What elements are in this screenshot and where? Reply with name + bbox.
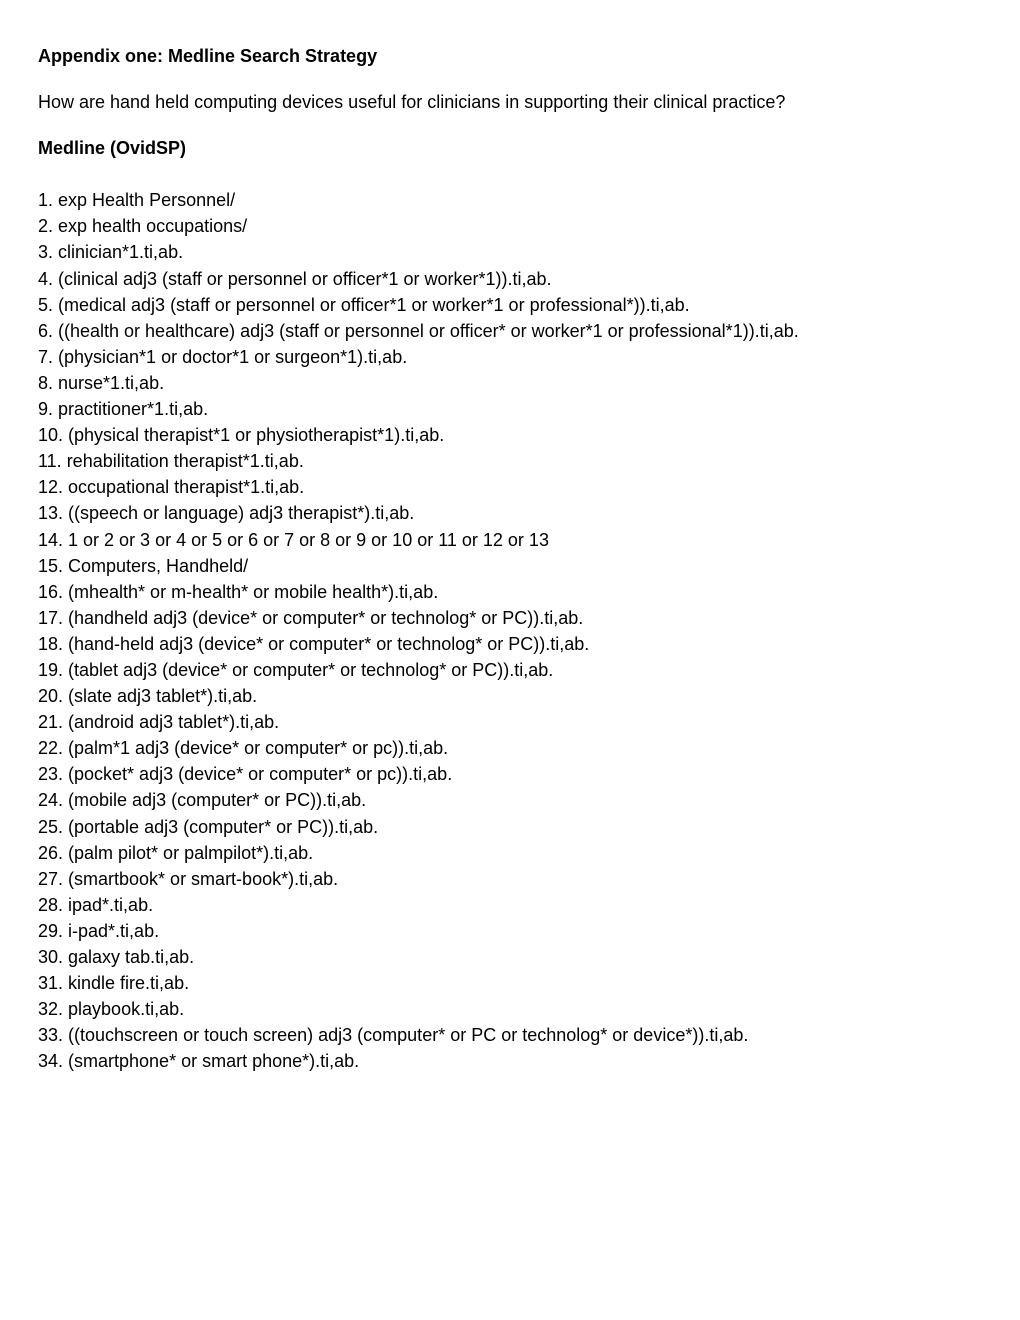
search-item: 11. rehabilitation therapist*1.ti,ab. [38,448,982,474]
search-item: 34. (smartphone* or smart phone*).ti,ab. [38,1048,982,1074]
search-item: 24. (mobile adj3 (computer* or PC)).ti,a… [38,787,982,813]
search-item: 26. (palm pilot* or palmpilot*).ti,ab. [38,840,982,866]
search-item: 15. Computers, Handheld/ [38,553,982,579]
search-item: 23. (pocket* adj3 (device* or computer* … [38,761,982,787]
search-item: 12. occupational therapist*1.ti,ab. [38,474,982,500]
search-item: 20. (slate adj3 tablet*).ti,ab. [38,683,982,709]
search-item: 18. (hand-held adj3 (device* or computer… [38,631,982,657]
search-item: 10. (physical therapist*1 or physiothera… [38,422,982,448]
search-item: 7. (physician*1 or doctor*1 or surgeon*1… [38,344,982,370]
search-item: 27. (smartbook* or smart-book*).ti,ab. [38,866,982,892]
search-item: 6. ((health or healthcare) adj3 (staff o… [38,318,982,344]
search-item: 16. (mhealth* or m-health* or mobile hea… [38,579,982,605]
search-item: 31. kindle fire.ti,ab. [38,970,982,996]
search-item: 14. 1 or 2 or 3 or 4 or 5 or 6 or 7 or 8… [38,527,982,553]
search-item: 4. (clinical adj3 (staff or personnel or… [38,266,982,292]
search-item: 30. galaxy tab.ti,ab. [38,944,982,970]
search-item: 25. (portable adj3 (computer* or PC)).ti… [38,814,982,840]
search-item: 8. nurse*1.ti,ab. [38,370,982,396]
search-item: 28. ipad*.ti,ab. [38,892,982,918]
search-item: 17. (handheld adj3 (device* or computer*… [38,605,982,631]
search-item: 2. exp health occupations/ [38,213,982,239]
search-item: 5. (medical adj3 (staff or personnel or … [38,292,982,318]
search-item: 33. ((touchscreen or touch screen) adj3 … [38,1022,982,1048]
search-strategy-list: 1. exp Health Personnel/2. exp health oc… [38,187,982,1074]
database-subtitle: Medline (OvidSP) [38,135,982,161]
search-item: 32. playbook.ti,ab. [38,996,982,1022]
search-item: 1. exp Health Personnel/ [38,187,982,213]
search-item: 22. (palm*1 adj3 (device* or computer* o… [38,735,982,761]
research-question: How are hand held computing devices usef… [38,89,982,115]
search-item: 29. i-pad*.ti,ab. [38,918,982,944]
appendix-title: Appendix one: Medline Search Strategy [38,43,982,69]
search-item: 13. ((speech or language) adj3 therapist… [38,500,982,526]
search-item: 9. practitioner*1.ti,ab. [38,396,982,422]
search-item: 21. (android adj3 tablet*).ti,ab. [38,709,982,735]
search-item: 3. clinician*1.ti,ab. [38,239,982,265]
search-item: 19. (tablet adj3 (device* or computer* o… [38,657,982,683]
